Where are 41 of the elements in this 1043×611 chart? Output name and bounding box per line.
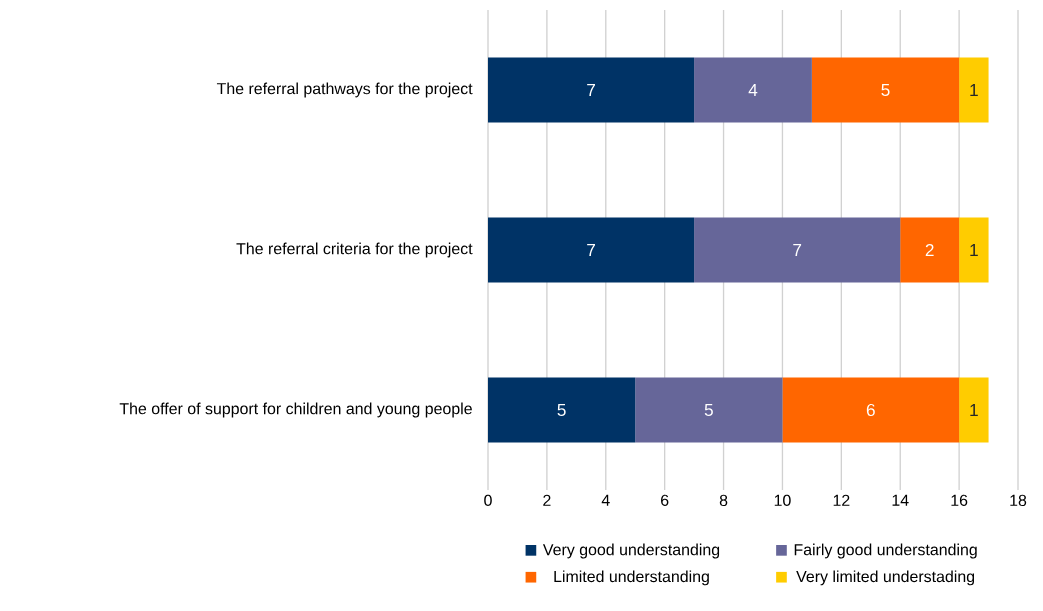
data-label: 5 — [704, 403, 713, 417]
data-label: 1 — [970, 404, 978, 416]
data-label: 2 — [925, 243, 934, 257]
x-tick-label: 14 — [892, 494, 909, 506]
data-label: 5 — [881, 83, 890, 97]
x-tick-label: 0 — [484, 494, 492, 506]
data-label: 1 — [970, 244, 978, 256]
legend-label: Very limited understading — [796, 570, 975, 586]
bar — [488, 217, 695, 283]
bar — [782, 377, 960, 443]
y-tick-label: The referral criteria for the project — [236, 242, 473, 258]
data-label: 6 — [866, 403, 875, 417]
legend-label: Fairly good understanding — [794, 543, 977, 559]
x-tick-label: 4 — [601, 494, 610, 506]
x-tick-label: 12 — [833, 494, 850, 506]
bar — [635, 377, 783, 443]
x-tick-label: 18 — [1010, 494, 1027, 506]
bar — [959, 217, 989, 283]
x-tick-label: 2 — [543, 494, 551, 506]
x-tick-label: 16 — [951, 494, 968, 506]
bar — [694, 217, 901, 283]
bar — [811, 57, 960, 123]
data-label: 4 — [748, 84, 758, 96]
bar — [900, 217, 960, 283]
data-label: 7 — [793, 244, 802, 256]
y-tick-label: The offer of support for children and young people — [119, 402, 472, 418]
x-tick-label: 8 — [719, 494, 728, 506]
y-tick-label: The referral pathways for the project — [216, 82, 473, 98]
data-label: 7 — [587, 84, 595, 96]
bar — [694, 57, 812, 123]
data-label: 7 — [587, 244, 595, 256]
legend-label: Limited understanding — [554, 570, 709, 586]
bar — [959, 57, 989, 123]
bar — [488, 57, 695, 123]
x-tick-label: 6 — [661, 494, 669, 506]
x-tick-label: 10 — [774, 494, 791, 506]
bar — [488, 377, 636, 443]
data-label: 5 — [557, 403, 566, 417]
bar — [959, 377, 989, 443]
legend-label: Very good understanding — [542, 543, 720, 559]
data-label: 1 — [970, 84, 978, 96]
